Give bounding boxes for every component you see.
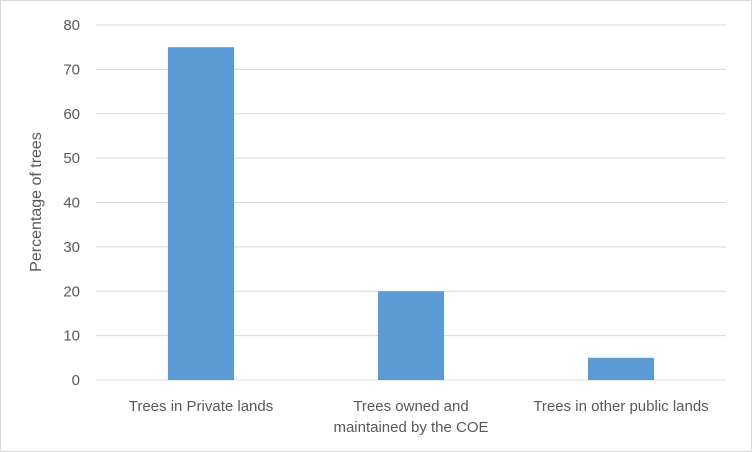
x-category-label: maintained by the COE [333, 419, 488, 436]
y-tick-label: 10 [63, 328, 80, 345]
y-tick-label: 30 [63, 239, 80, 256]
y-tick-label: 40 [63, 195, 80, 212]
y-axis-title: Percentage of trees [28, 132, 45, 272]
x-category-label: Trees in Private lands [129, 398, 274, 415]
bars [167, 47, 655, 380]
y-tick-label: 80 [63, 17, 80, 34]
x-category-label: Trees owned and [353, 398, 468, 415]
bar [167, 47, 235, 380]
x-category-labels: Trees in Private lands Trees owned and mai… [129, 398, 709, 436]
y-tick-label: 60 [63, 106, 80, 123]
y-tick-labels: 0 10 20 30 40 50 60 70 80 [63, 17, 80, 389]
y-tick-label: 50 [63, 150, 80, 167]
bar [587, 357, 655, 380]
y-tick-label: 0 [72, 372, 80, 389]
y-tick-label: 70 [63, 61, 80, 78]
x-category-label: Trees in other public lands [533, 398, 708, 415]
bar [377, 291, 445, 380]
y-tick-label: 20 [63, 283, 80, 300]
